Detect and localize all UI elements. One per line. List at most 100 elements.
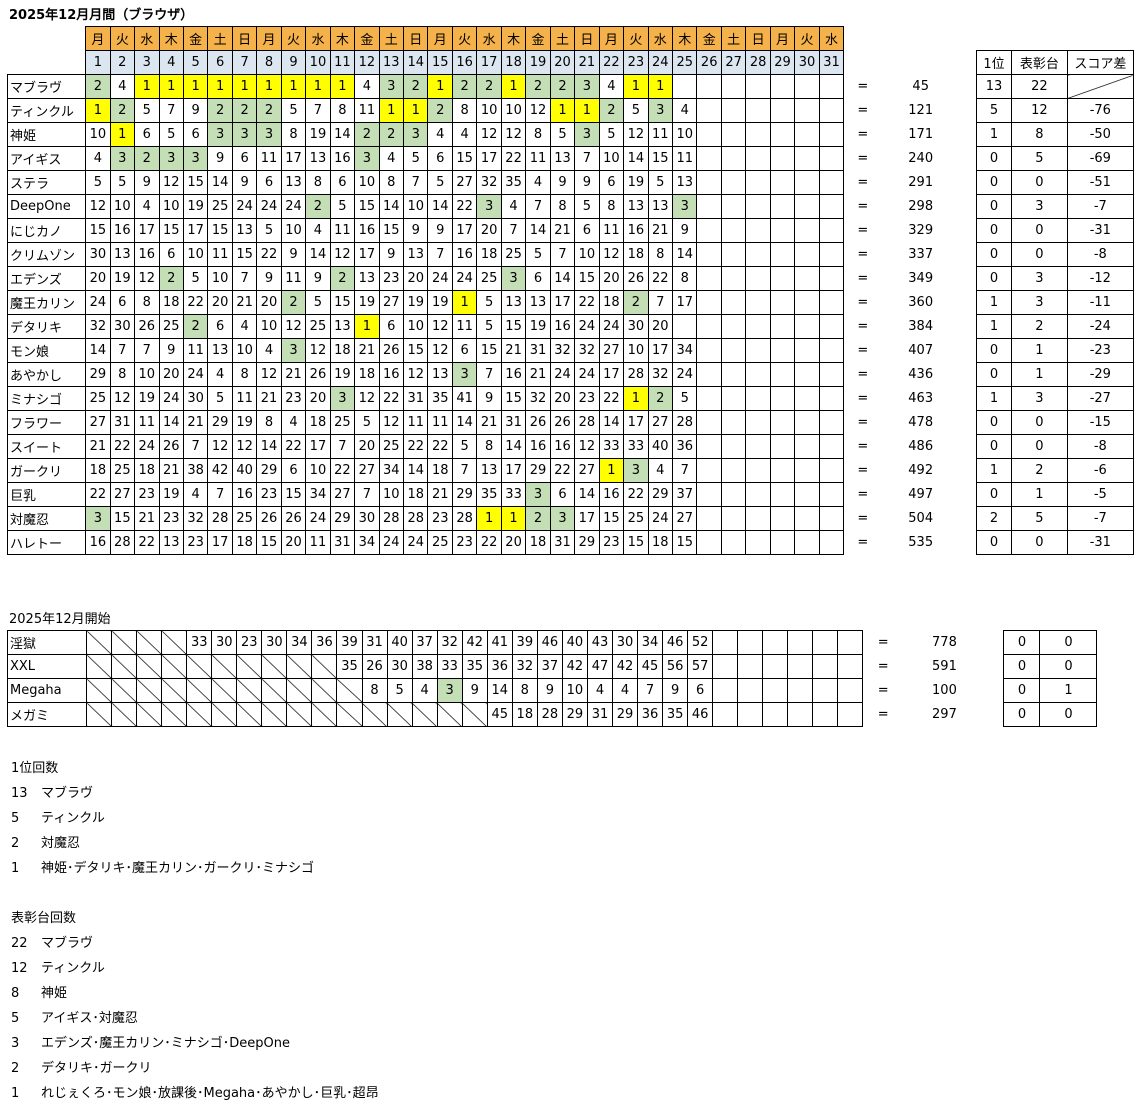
rank-cell: 23 bbox=[158, 506, 184, 531]
rank-cell: 4 bbox=[134, 194, 160, 219]
rank-cell bbox=[794, 386, 820, 411]
title-name: フラワー bbox=[6, 410, 87, 435]
rank-cell: 24 bbox=[598, 314, 625, 339]
rank-cell: 5 bbox=[623, 98, 649, 123]
rank-cell: 16 bbox=[85, 530, 111, 555]
summary-line: 2 デタリキ･ガークリ bbox=[11, 1056, 379, 1081]
rank-cell: 30 bbox=[611, 630, 639, 655]
rank-cell: 23 bbox=[598, 530, 625, 555]
rank-cell: 24 bbox=[280, 194, 307, 219]
first-count: 5 bbox=[976, 98, 1012, 123]
rank-cell: 17 bbox=[476, 146, 502, 171]
rank-cell: 4 bbox=[256, 338, 282, 363]
summary-count: 5 bbox=[11, 811, 20, 826]
rank-cell: 7 bbox=[500, 218, 527, 243]
first-count: 0 bbox=[976, 266, 1012, 291]
diagonal-cell bbox=[85, 654, 113, 679]
rank-cell: 41 bbox=[451, 386, 478, 411]
rank-cell: 3 bbox=[85, 506, 111, 531]
podium-count: 1 bbox=[1011, 482, 1068, 507]
rank-cell: 11 bbox=[451, 314, 478, 339]
rank-cell: 19 bbox=[403, 290, 429, 315]
score-diff: -51 bbox=[1066, 170, 1134, 195]
rank-cell: 33 bbox=[436, 654, 463, 679]
rank-cell: 1 bbox=[549, 98, 576, 123]
score-diff: -27 bbox=[1066, 386, 1134, 411]
rank-cell: 1 bbox=[207, 74, 233, 99]
rank-cell: 1 bbox=[354, 314, 380, 339]
rank-cell: 7 bbox=[549, 242, 576, 267]
rank-cell: 43 bbox=[586, 630, 613, 655]
rank-cell: 2 bbox=[280, 290, 307, 315]
rank-cell: 42 bbox=[611, 654, 639, 679]
rank-cell: 21 bbox=[134, 506, 160, 531]
rank-cell: 5 bbox=[574, 194, 600, 219]
equals-sign: = bbox=[857, 511, 869, 526]
rank-cell bbox=[769, 122, 796, 147]
rank-cell bbox=[818, 290, 845, 315]
rank-cell: 10 bbox=[561, 678, 588, 703]
total-value: 297 bbox=[932, 707, 957, 722]
diagonal-cell bbox=[136, 630, 163, 655]
rank-cell: 5 bbox=[329, 194, 356, 219]
rank-cell bbox=[720, 146, 747, 171]
rank-cell bbox=[812, 678, 839, 703]
rank-cell: 30 bbox=[85, 242, 111, 267]
rank-cell: 12 bbox=[476, 122, 502, 147]
rank-cell: 13 bbox=[549, 146, 576, 171]
rank-cell bbox=[696, 362, 722, 387]
rank-cell: 3 bbox=[525, 482, 551, 507]
rank-cell bbox=[762, 630, 789, 655]
weekday-cell: 金 bbox=[696, 26, 722, 51]
date-cell: 12 bbox=[354, 50, 380, 75]
rank-cell: 27 bbox=[109, 482, 136, 507]
rank-cell bbox=[818, 218, 845, 243]
total-value: 463 bbox=[908, 391, 934, 406]
rank-cell: 31 bbox=[586, 702, 613, 727]
rank-cell bbox=[794, 482, 820, 507]
rank-cell: 41 bbox=[486, 630, 513, 655]
rank-cell: 18 bbox=[427, 458, 453, 483]
rank-cell: 23 bbox=[427, 506, 453, 531]
rank-cell: 4 bbox=[586, 678, 613, 703]
summary-line: 5 アイギス･対魔忍 bbox=[11, 1006, 379, 1031]
rank-cell: 7 bbox=[158, 98, 184, 123]
date-cell: 29 bbox=[769, 50, 796, 75]
summary-line: 22 マブラヴ bbox=[11, 931, 379, 956]
rank-cell bbox=[769, 314, 796, 339]
summary-count: 8 bbox=[11, 986, 20, 1001]
rank-cell: 1 bbox=[305, 74, 331, 99]
title-name: メガミ bbox=[7, 702, 87, 727]
rank-cell bbox=[696, 506, 722, 531]
rank-cell: 22 bbox=[109, 434, 136, 459]
stat-header: 表彰台 bbox=[1011, 50, 1068, 75]
rank-cell: 20 bbox=[500, 530, 527, 555]
title-name: ティンクル bbox=[6, 98, 87, 123]
summary-line: 12 ティンクル bbox=[11, 956, 379, 981]
rank-cell: 22 bbox=[85, 482, 111, 507]
summary-names: マブラヴ bbox=[41, 936, 94, 951]
rank-cell: 6 bbox=[378, 314, 405, 339]
rank-cell: 14 bbox=[85, 338, 111, 363]
rank-cell: 16 bbox=[525, 434, 551, 459]
rank-cell bbox=[818, 74, 845, 99]
rank-cell bbox=[745, 434, 771, 459]
title-name: エデンズ bbox=[6, 266, 87, 291]
gap-cell bbox=[960, 219, 977, 243]
rank-cell: 25 bbox=[305, 314, 331, 339]
rank-cell: 31 bbox=[549, 530, 576, 555]
equals-sign: = bbox=[857, 487, 869, 502]
rank-cell: 8 bbox=[476, 434, 502, 459]
rank-cell: 6 bbox=[525, 266, 551, 291]
rank-cell: 10 bbox=[672, 122, 698, 147]
rank-cell: 12 bbox=[207, 434, 233, 459]
rank-cell: 16 bbox=[500, 362, 527, 387]
rank-cell: 13 bbox=[207, 338, 233, 363]
rank-cell: 45 bbox=[637, 654, 664, 679]
rank-cell: 11 bbox=[525, 146, 551, 171]
equals-sign: = bbox=[857, 151, 869, 166]
rank-cell: 2 bbox=[158, 266, 184, 291]
rank-cell: 30 bbox=[211, 630, 238, 655]
rank-cell bbox=[696, 194, 722, 219]
podium-count: 3 bbox=[1011, 386, 1068, 411]
